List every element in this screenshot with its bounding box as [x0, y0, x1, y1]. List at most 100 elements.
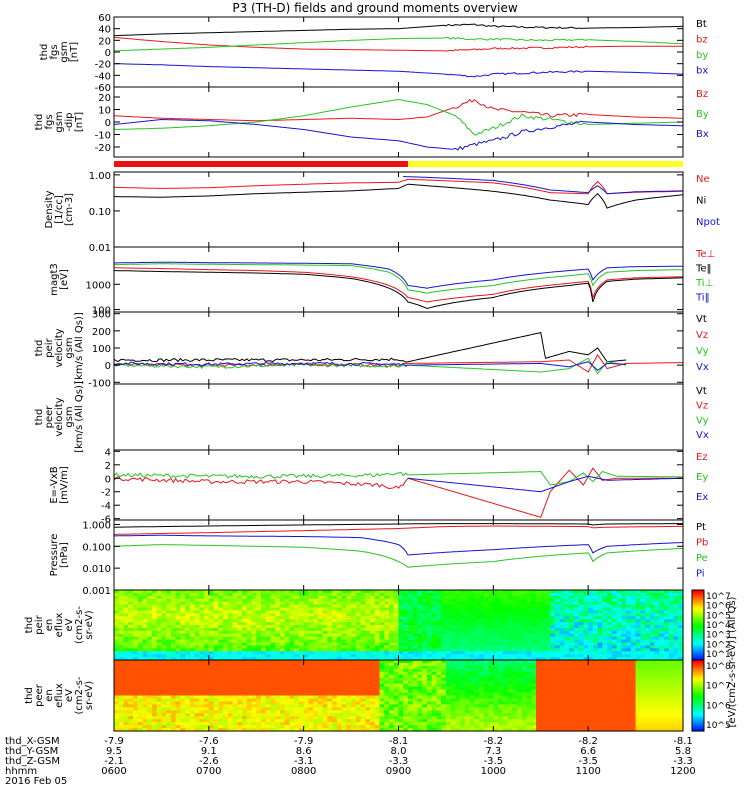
panel-9-spectrogram-cell	[185, 613, 191, 617]
panel-9-spectrogram-cell	[284, 642, 291, 647]
panel-10-spectrogram-cell	[284, 725, 291, 729]
panel-9-spectrogram-cell	[521, 598, 528, 603]
panel-10-spectrogram-cell	[289, 710, 295, 714]
panel-9-spectrogram-cell	[531, 642, 537, 647]
panel-9-spectrogram-cell	[597, 627, 603, 632]
panel-9-spectrogram-cell	[218, 601, 224, 606]
panel-9-spectrogram-cell	[597, 592, 603, 597]
panel-9-spectrogram-cell	[649, 592, 656, 597]
panel-10-spectrogram-cell	[398, 701, 404, 705]
panel-10-spectrogram-cell	[151, 704, 158, 708]
panel-9-spectrogram-cell	[602, 607, 608, 612]
panel-10-spectrogram-cell	[384, 722, 390, 726]
panel-9-spectrogram-cell	[611, 592, 618, 597]
panel-9-spectrogram-cell	[151, 648, 158, 652]
panel-10-spectrogram-cell	[308, 671, 314, 676]
panel-10-spectrogram-cell	[351, 716, 357, 720]
panel-10-spectrogram-cell	[313, 722, 319, 726]
panel-9-spectrogram-cell	[185, 627, 191, 632]
panel-9-spectrogram-cell	[592, 622, 599, 626]
panel-9-spectrogram-cell	[550, 636, 556, 641]
panel-9-spectrogram-cell	[308, 625, 314, 629]
panel-10-spectrogram-cell	[242, 692, 248, 697]
panel-9-spectrogram-cell	[559, 642, 566, 647]
panel-10-spectrogram-cell	[417, 716, 423, 720]
panel-9-spectrogram-cell	[355, 607, 362, 612]
panel-9-spectrogram-cell	[659, 601, 665, 606]
panel-10-spectrogram-cell	[417, 692, 423, 697]
panel-10-spectrogram-cell	[170, 668, 177, 673]
panel-9-spectrogram-cell	[588, 639, 594, 644]
panel-9-spectrogram-cell	[142, 610, 148, 614]
panel-9-spectrogram-cell	[298, 654, 305, 658]
panel-9-spectrogram-cell	[317, 598, 324, 603]
panel-9-spectrogram-cell	[564, 616, 570, 620]
panel-9-spectrogram-cell	[479, 598, 485, 603]
panel-10-spectrogram-cell	[389, 689, 395, 694]
panel-9-spectrogram-cell	[208, 648, 215, 652]
panel-9-spectrogram-cell	[346, 607, 352, 612]
panel-9-spectrogram-cell	[374, 657, 381, 661]
panel-9-spectrogram-cell	[616, 627, 622, 632]
panel-10-spectrogram-cell	[351, 662, 357, 667]
panel-10-spectrogram-cell	[422, 698, 428, 703]
panel-10-spectrogram-cell	[260, 660, 267, 664]
panel-9-spectrogram-cell	[393, 633, 400, 638]
panel-10-spectrogram-cell	[175, 713, 181, 717]
panel-10-spectrogram-cell	[227, 725, 234, 729]
panel-10-spectrogram-cell	[393, 710, 400, 714]
panel-10-spectrogram-cell	[412, 671, 419, 676]
panel-9-spectrogram-cell	[554, 630, 561, 635]
panel-9-spectrogram-cell	[616, 630, 622, 635]
panel-10-spectrogram-cell	[450, 704, 456, 708]
panel-9-spectrogram-cell	[128, 633, 134, 638]
panel-10-spectrogram-cell	[260, 707, 267, 711]
panel-9-spectrogram-cell	[403, 592, 409, 597]
panel-9-spectrogram-cell	[649, 633, 656, 638]
panel-9-spectrogram-cell	[498, 595, 504, 600]
panel-9-spectrogram-cell	[170, 648, 177, 652]
panel-9-spectrogram-cell	[592, 657, 599, 661]
panel-9-spectrogram-cell	[422, 610, 428, 614]
panel-9-spectrogram-cell	[289, 590, 295, 594]
panel-10-spectrogram-cell	[441, 689, 447, 694]
panel-9-spectrogram-cell	[123, 636, 129, 641]
panel-9-spectrogram-cell	[213, 619, 219, 623]
panel-10-spectrogram-cell	[417, 725, 423, 729]
panel-2-ytick-label: 20	[98, 93, 111, 104]
panel-9-spectrogram-cell	[554, 616, 561, 620]
panel-9-spectrogram-cell	[450, 639, 456, 644]
panel-9-spectrogram-cell	[417, 604, 423, 609]
panel-9-spectrogram-cell	[488, 654, 494, 658]
panel-9-spectrogram-cell	[308, 636, 314, 641]
panel-9-spectrogram-cell	[673, 622, 679, 626]
panel-9-spectrogram-cell	[550, 601, 556, 606]
panel-10-spectrogram-cell	[213, 728, 219, 732]
panel-9-spectrogram-cell	[426, 642, 433, 647]
panel-9-spectrogram-cell	[270, 648, 276, 652]
panel-10-spectrogram-cell	[180, 692, 186, 697]
panel-9-spectrogram-cell	[123, 627, 129, 632]
panel-9-spectrogram-cell	[194, 627, 200, 632]
panel-9-spectrogram-cell	[436, 604, 442, 609]
panel-10-spectrogram-cell	[118, 660, 125, 664]
panel-9-spectrogram-cell	[114, 622, 120, 626]
panel-9-spectrogram-cell	[450, 590, 456, 594]
panel-9-spectrogram-cell	[303, 645, 310, 649]
panel-9-spectrogram-cell	[626, 610, 632, 614]
panel-9-spectrogram-cell	[550, 598, 556, 603]
panel-9-spectrogram-cell	[616, 607, 622, 612]
panel-9-spectrogram-cell	[298, 630, 305, 635]
panel-9-spectrogram-cell	[303, 654, 310, 658]
panel-9-spectrogram-cell	[118, 592, 125, 597]
panel-7-legend-Ez: Ez	[696, 452, 708, 463]
panel-9-spectrogram-cell	[635, 627, 641, 632]
panel-9-spectrogram-cell	[545, 590, 551, 594]
panel-9-spectrogram-cell	[123, 625, 129, 629]
panel-10-spectrogram-cell	[142, 704, 148, 708]
panel-9-spectrogram-cell	[284, 645, 291, 649]
panel-9-spectrogram-cell	[483, 648, 490, 652]
panel-9-spectrogram-cell	[180, 625, 186, 629]
panel-10-spectrogram-cell	[237, 701, 243, 705]
panel-9-spectrogram-cell	[668, 648, 675, 652]
